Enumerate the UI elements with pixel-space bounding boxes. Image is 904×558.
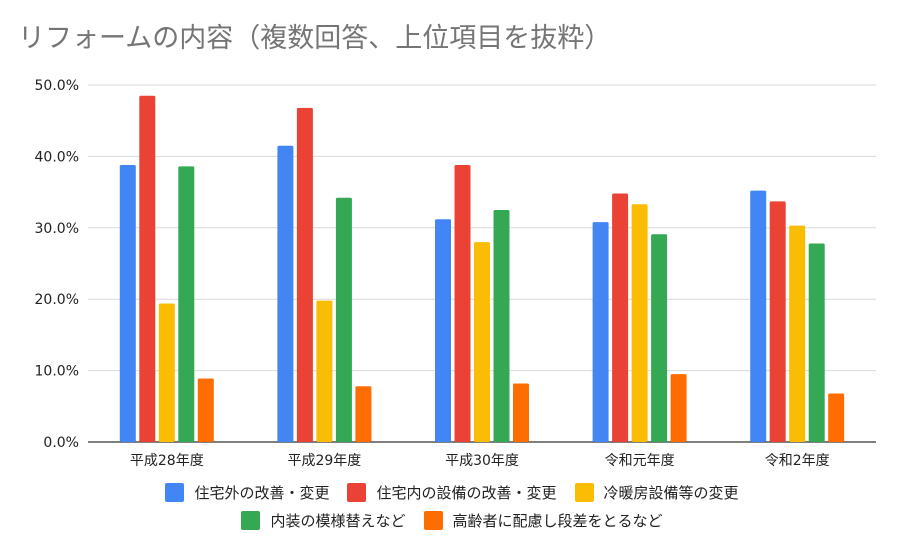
bar — [474, 242, 490, 442]
bar — [670, 374, 687, 442]
legend-label: 冷暖房設備等の変更 — [603, 483, 739, 502]
bar — [139, 95, 156, 443]
legend: 住宅外の改善・変更 住宅内の設備の改善・変更 冷暖房設備等の変更 内装の模様替えなど… — [0, 478, 904, 534]
x-tick-label: 平成29年度 — [287, 453, 361, 469]
bar — [454, 164, 471, 442]
x-axis-ticks: 平成28年度 平成29年度 平成30年度 令和元年度 令和2年度 — [130, 453, 830, 469]
x-tick-label: 平成30年度 — [445, 453, 519, 469]
bar — [435, 219, 451, 442]
y-tick-label: 20.0% — [35, 292, 79, 308]
bar — [296, 107, 313, 443]
chart-title: リフォームの内容（複数回答、上位項目を抜粋） — [18, 23, 612, 54]
bar — [631, 204, 648, 442]
bar — [316, 300, 333, 442]
legend-item: 住宅内の設備の改善・変更 — [347, 482, 557, 503]
bar — [335, 197, 352, 442]
y-axis-ticks: 0.0% 10.0% 20.0% 30.0% 40.0% 50.0% — [35, 78, 79, 451]
bar — [750, 190, 767, 442]
bar — [178, 166, 195, 442]
x-tick-label: 令和2年度 — [765, 453, 830, 469]
bar — [355, 386, 372, 442]
legend-item: 内装の模様替えなど — [241, 510, 406, 531]
bar — [789, 225, 806, 442]
legend-label: 高齢者に配慮し段差をとるなど — [452, 511, 663, 530]
bar — [513, 383, 529, 442]
bar — [592, 222, 609, 442]
bar — [197, 378, 214, 442]
y-tick-label: 30.0% — [35, 221, 79, 237]
y-tick-label: 10.0% — [35, 364, 79, 380]
legend-swatch — [241, 510, 261, 530]
legend-swatch — [574, 482, 594, 502]
bars — [119, 95, 845, 443]
legend-label: 住宅内の設備の改善・変更 — [376, 483, 557, 502]
bar — [769, 201, 786, 442]
legend-swatch — [165, 482, 185, 502]
bar — [119, 164, 136, 442]
x-tick-label: 令和元年度 — [605, 453, 675, 469]
bar — [808, 243, 825, 442]
bar — [612, 193, 629, 442]
legend-label: 住宅外の改善・変更 — [194, 483, 330, 502]
bar-chart: 0.0% 10.0% 20.0% 30.0% 40.0% 50.0% 平成28年度 平成29… — [35, 78, 876, 469]
bar — [828, 393, 845, 442]
legend-item: 高齢者に配慮し段差をとるなど — [423, 510, 663, 531]
legend-swatch — [423, 510, 443, 530]
legend-swatch — [347, 482, 367, 502]
bar — [277, 145, 294, 442]
legend-row-2: 内装の模様替えなど 高齢者に配慮し段差をとるなど — [0, 506, 904, 534]
legend-item: 住宅外の改善・変更 — [165, 482, 329, 503]
legend-item: 冷暖房設備等の変更 — [574, 482, 739, 503]
legend-row-1: 住宅外の改善・変更 住宅内の設備の改善・変更 冷暖房設備等の変更 — [0, 478, 904, 506]
y-tick-label: 50.0% — [35, 78, 79, 94]
bar — [651, 234, 668, 442]
bar — [493, 209, 510, 442]
x-tick-label: 平成28年度 — [130, 453, 204, 469]
y-tick-label: 40.0% — [35, 149, 79, 165]
legend-label: 内装の模様替えなど — [270, 511, 406, 530]
bar — [158, 303, 175, 442]
y-tick-label: 0.0% — [43, 435, 79, 451]
